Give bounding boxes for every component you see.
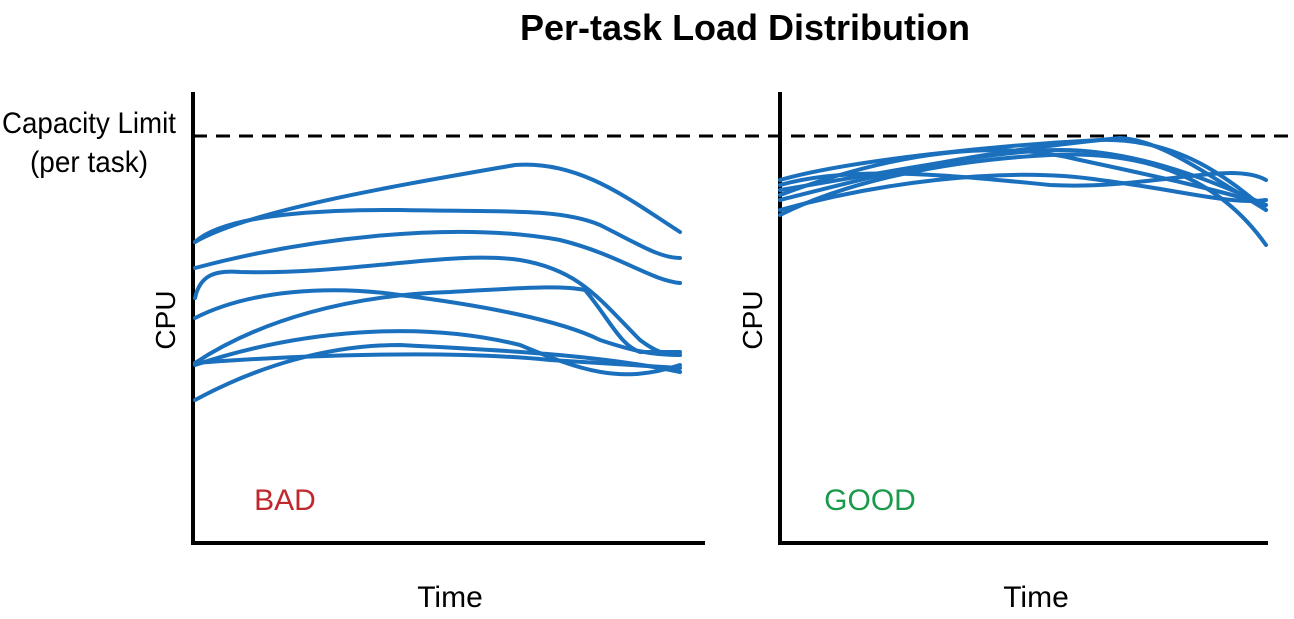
y-axis-label: CPU [150, 290, 181, 349]
curve [193, 207, 682, 260]
curve [193, 288, 682, 357]
curve [193, 352, 682, 370]
curve [193, 255, 682, 357]
y-axis-label: CPU [737, 290, 768, 349]
curve [778, 152, 1268, 247]
curve [778, 135, 1268, 212]
x-axis-label: Time [1003, 581, 1069, 614]
verdict: BAD [254, 484, 316, 517]
x-axis-label: Time [417, 581, 483, 614]
title: Per-task Load Distribution [520, 7, 970, 48]
curve [193, 329, 682, 377]
curve [778, 171, 1268, 188]
capacity-label: (per task) [30, 146, 148, 179]
capacity-label: Capacity Limit [2, 107, 177, 140]
curve [193, 285, 682, 365]
verdict: GOOD [824, 484, 916, 517]
curve [778, 148, 1268, 207]
load-curves [778, 135, 1268, 247]
curve [193, 229, 682, 285]
axis [191, 92, 705, 545]
curve [193, 342, 682, 402]
load-curves [193, 162, 682, 402]
axis [778, 92, 1268, 545]
curve [778, 172, 1268, 212]
